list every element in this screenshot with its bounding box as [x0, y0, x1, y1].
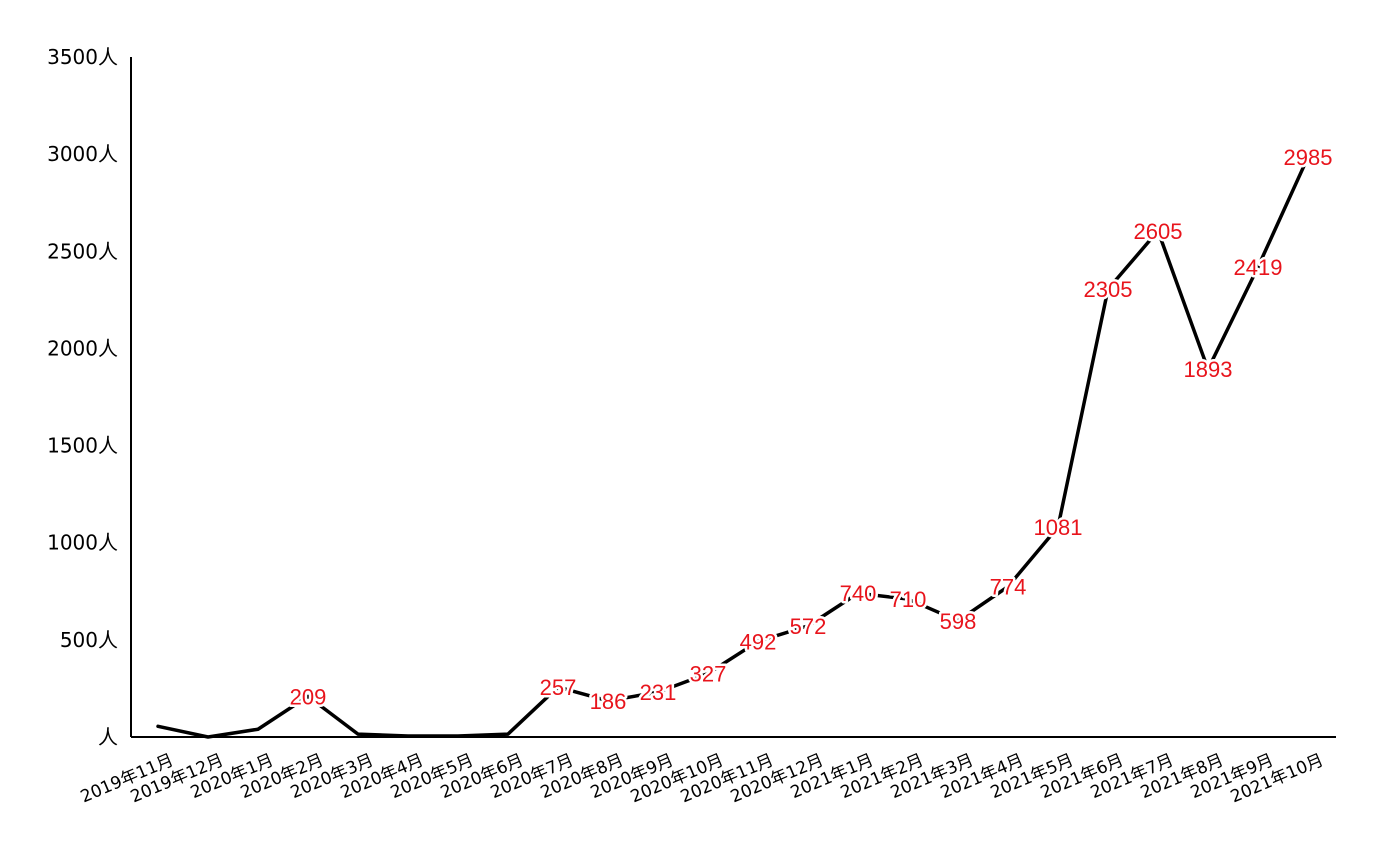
data-label-halo: 327 [690, 661, 727, 686]
data-point [706, 671, 710, 675]
data-point [1106, 287, 1110, 291]
data-label: 2419 [1234, 255, 1283, 280]
data-point [806, 624, 810, 628]
data-point [306, 694, 310, 698]
data-point [956, 619, 960, 623]
y-tick-label: 1000人 [47, 531, 118, 555]
data-label: 2985 [1284, 145, 1333, 170]
data-point [656, 690, 660, 694]
data-point [406, 734, 410, 738]
data-point [1206, 367, 1210, 371]
data-label-halo: 209 [290, 684, 327, 709]
data-label-halo: 740 [840, 581, 877, 606]
data-label-halo: 1893 [1184, 357, 1233, 382]
data-label-halo: 774 [990, 575, 1027, 600]
y-tick-label: 2000人 [47, 336, 118, 360]
data-point [756, 639, 760, 643]
y-tick-label: 2500人 [47, 239, 118, 263]
data-point [1256, 265, 1260, 269]
data-label-halo: 1081 [1034, 515, 1083, 540]
y-tick-label: 500人 [60, 628, 118, 652]
data-label-halo: 710 [890, 587, 927, 612]
data-point [856, 591, 860, 595]
y-tick-label: 人 [98, 725, 118, 749]
data-label: 2305 [1084, 277, 1133, 302]
data-label: 1893 [1184, 357, 1233, 382]
data-point [156, 724, 160, 728]
data-point [1306, 155, 1310, 159]
data-label: 740 [840, 581, 877, 606]
data-label-halo: 231 [640, 680, 677, 705]
data-label: 1081 [1034, 515, 1083, 540]
data-label: 257 [540, 675, 577, 700]
data-point [556, 685, 560, 689]
y-tick-label: 3000人 [47, 142, 118, 166]
data-point [606, 699, 610, 703]
data-point [1156, 229, 1160, 233]
data-label-halo: 598 [940, 609, 977, 634]
data-label: 572 [790, 614, 827, 639]
data-label: 327 [690, 661, 727, 686]
data-point [206, 735, 210, 739]
data-label-halo: 2305 [1084, 277, 1133, 302]
data-label-halo: 2985 [1284, 145, 1333, 170]
data-label-halo: 492 [740, 629, 777, 654]
y-tick-label: 1500人 [47, 434, 118, 458]
data-point [356, 732, 360, 736]
series-line [156, 155, 1310, 739]
data-label-halo: 572 [790, 614, 827, 639]
data-label: 186 [590, 689, 627, 714]
data-point [456, 734, 460, 738]
data-point [1006, 585, 1010, 589]
data-label: 492 [740, 629, 777, 654]
data-label: 231 [640, 680, 677, 705]
data-label-halo: 2605 [1134, 219, 1183, 244]
x-axis: 2019年11月2019年12月2020年1月2020年2月2020年3月202… [78, 736, 1336, 807]
data-point [256, 727, 260, 731]
y-tick-label: 3500人 [47, 45, 118, 69]
data-point [506, 732, 510, 736]
data-label-halo: 2419 [1234, 255, 1283, 280]
data-label-halo: 257 [540, 675, 577, 700]
data-label: 774 [990, 575, 1027, 600]
data-point [906, 597, 910, 601]
series-layer [156, 155, 1310, 739]
data-label-halo: 186 [590, 689, 627, 714]
data-label: 710 [890, 587, 927, 612]
data-label: 2605 [1134, 219, 1183, 244]
data-point [1056, 525, 1060, 529]
data-label: 209 [290, 684, 327, 709]
y-axis: 人 500人 1000人 1500人 2000人 2500人 3000人 3500人 [47, 45, 132, 749]
data-label: 598 [940, 609, 977, 634]
